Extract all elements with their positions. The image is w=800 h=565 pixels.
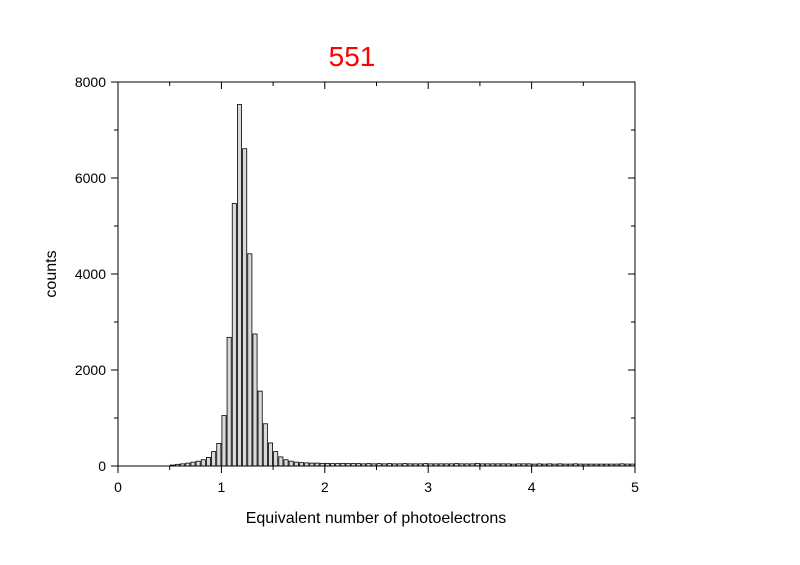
histogram-bar [257, 390, 263, 467]
histogram-bar [247, 253, 253, 467]
histogram-bar [299, 462, 305, 467]
x-tick-label: 1 [218, 479, 226, 495]
histogram-bar [190, 461, 196, 467]
histogram-bar [273, 451, 279, 467]
histogram-bar [231, 203, 237, 467]
plot-frame [117, 81, 636, 467]
y-tick-label: 6000 [75, 170, 106, 186]
x-tick-label: 2 [321, 479, 329, 495]
histogram-bar [226, 336, 232, 467]
histogram-bar [268, 442, 273, 467]
x-tick-label: 3 [424, 479, 432, 495]
x-axis-title: Equivalent number of photoelectrons [246, 510, 507, 527]
x-tick-label: 5 [631, 479, 639, 495]
histogram-bar [242, 148, 248, 467]
histogram-bar [262, 423, 268, 467]
x-tick-label: 0 [114, 479, 122, 495]
histogram-bar [293, 461, 299, 467]
histogram-bar [288, 460, 294, 467]
histogram-bar [211, 451, 217, 467]
histogram-bar [216, 443, 222, 467]
histogram-bar [221, 415, 227, 467]
y-tick-label: 8000 [75, 74, 106, 90]
y-tick-label: 2000 [75, 362, 106, 378]
chart-title: 551 [329, 41, 376, 72]
axis-ticks [111, 81, 636, 473]
histogram-bar [205, 456, 211, 467]
x-tick-label: 4 [528, 479, 536, 495]
histogram-bar [252, 333, 258, 467]
histogram-bar [283, 459, 289, 467]
histogram-bars [169, 104, 635, 467]
y-tick-label: 0 [98, 458, 106, 474]
histogram-bar [195, 460, 201, 467]
histogram-bar [237, 104, 242, 467]
y-axis-title: counts [43, 250, 60, 297]
histogram-bar [200, 459, 206, 467]
x-tick-labels: 0 1 2 3 4 5 [114, 479, 639, 495]
y-tick-label: 4000 [75, 266, 106, 282]
y-tick-labels: 0 2000 4000 6000 8000 [75, 74, 106, 474]
histogram-bar [278, 456, 284, 467]
